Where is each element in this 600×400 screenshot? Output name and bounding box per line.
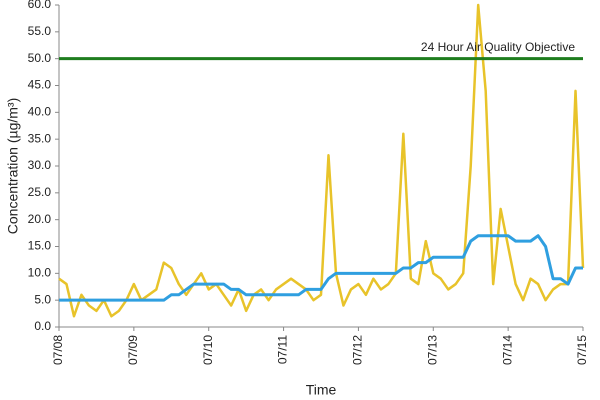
x-tick-label: 07/13 [425, 335, 439, 365]
x-axis-title: Time [306, 382, 337, 398]
y-tick-label: 5.0 [34, 292, 51, 306]
y-axis-title: Concentration (µg/m³) [5, 98, 21, 234]
series-line [59, 234, 583, 302]
x-tick-label: 07/10 [201, 335, 215, 365]
series-line [58, 3, 585, 318]
x-tick-label: 07/09 [126, 335, 140, 365]
x-tick-label: 07/12 [351, 335, 365, 365]
y-tick-label: 15.0 [28, 239, 52, 253]
y-tick-label: 60.0 [28, 0, 52, 11]
y-tick-label: 40.0 [28, 105, 52, 119]
y-tick-label: 50.0 [28, 51, 52, 65]
y-tick-label: 30.0 [28, 158, 52, 172]
y-tick-label: 45.0 [28, 78, 52, 92]
y-tick-label: 10.0 [28, 266, 52, 280]
y-tick-label: 25.0 [28, 185, 52, 199]
x-tick-label: 07/14 [500, 335, 514, 365]
x-tick-label: 07/15 [575, 335, 589, 365]
y-tick-label: 0.0 [34, 319, 51, 333]
x-tick-label: 07/08 [51, 335, 65, 365]
y-tick-label: 35.0 [28, 131, 52, 145]
x-tick-label: 07/11 [276, 335, 290, 364]
y-tick-label: 55.0 [28, 24, 52, 38]
y-tick-label: 20.0 [28, 212, 52, 226]
objective-label: 24 Hour Air Quality Objective [421, 40, 575, 54]
